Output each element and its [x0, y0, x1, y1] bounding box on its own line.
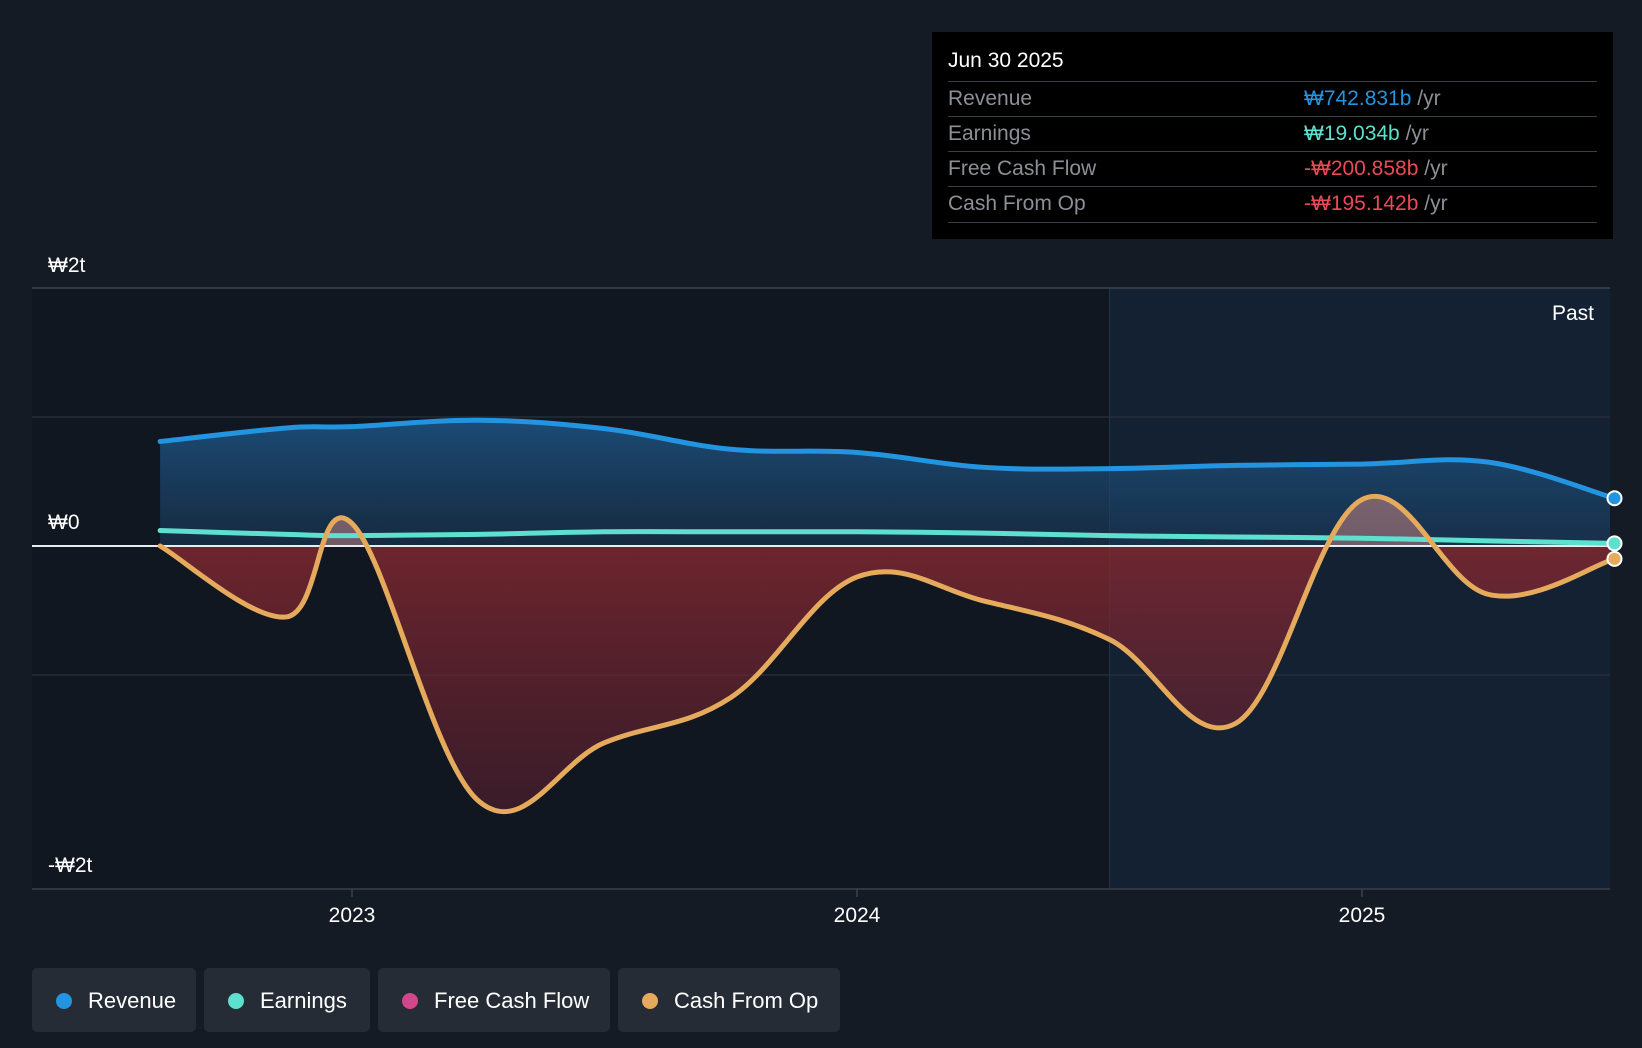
tooltip-value: -₩200.858b /yr: [1304, 157, 1448, 181]
tooltip-value: ₩742.831b /yr: [1304, 87, 1441, 111]
tooltip-row-cfo: Cash From Op -₩195.142b /yr: [948, 186, 1597, 223]
tooltip-value-cfo: -₩195.142b: [1304, 192, 1419, 215]
tooltip-row-earnings: Earnings ₩19.034b /yr: [948, 116, 1597, 152]
tooltip-unit: /yr: [1424, 157, 1448, 180]
legend-label: Earnings: [260, 988, 347, 1013]
legend-item-cfo[interactable]: Cash From Op: [618, 968, 840, 1032]
tooltip-value-fcf: -₩200.858b: [1304, 157, 1419, 180]
revenue-end-marker: [1606, 490, 1623, 507]
legend-item-revenue[interactable]: Revenue: [32, 968, 196, 1032]
tooltip-label: Revenue: [948, 87, 1033, 110]
legend-dot-icon: [228, 993, 244, 1009]
legend-dot-icon: [402, 993, 418, 1009]
tooltip-value-earnings: ₩19.034b: [1304, 122, 1400, 145]
tooltip-label: Cash From Op: [948, 192, 1086, 215]
y-tick-label: ₩2t: [48, 254, 86, 277]
legend-label: Cash From Op: [674, 988, 819, 1013]
tooltip-label: Earnings: [948, 122, 1031, 145]
legend-item-fcf[interactable]: Free Cash Flow: [378, 968, 610, 1032]
legend-label: Free Cash Flow: [434, 988, 590, 1013]
revenue-line: [157, 417, 1617, 501]
tooltip-value: ₩19.034b /yr: [1304, 122, 1429, 146]
tooltip-unit: /yr: [1417, 87, 1441, 110]
legend-dot-icon: [642, 993, 658, 1009]
x-tick-label: 2025: [1339, 904, 1386, 927]
tooltip-label: Free Cash Flow: [948, 157, 1097, 180]
tooltip-unit: /yr: [1405, 122, 1429, 145]
revenue-area: [160, 420, 1610, 546]
y-tick-label: -₩2t: [48, 854, 92, 877]
tooltip-row-fcf: Free Cash Flow -₩200.858b /yr: [948, 151, 1597, 187]
legend-label: Revenue: [88, 988, 177, 1013]
tooltip-value: -₩195.142b /yr: [1304, 192, 1448, 216]
past-label: Past: [1552, 302, 1594, 325]
cash-from-op-line: [157, 494, 1617, 815]
tooltip-row-revenue: Revenue ₩742.831b /yr: [948, 81, 1597, 117]
tooltip-panel: Jun 30 2025 Revenue ₩742.831b /yr Earnin…: [932, 32, 1613, 239]
tooltip-value-revenue: ₩742.831b: [1304, 87, 1412, 110]
y-tick-label: ₩0: [48, 511, 80, 534]
cash-from-op-area-negative: [160, 546, 1610, 812]
legend-item-earnings[interactable]: Earnings: [204, 968, 370, 1032]
earnings-line: [157, 528, 1617, 546]
tooltip-unit: /yr: [1424, 192, 1448, 215]
earnings-end-marker: [1606, 535, 1623, 552]
x-tick-label: 2024: [834, 904, 881, 927]
cash-from-op-end-marker: [1606, 550, 1623, 567]
x-tick-label: 2023: [329, 904, 376, 927]
tooltip-date: Jun 30 2025: [948, 49, 1064, 72]
legend-dot-icon: [56, 993, 72, 1009]
